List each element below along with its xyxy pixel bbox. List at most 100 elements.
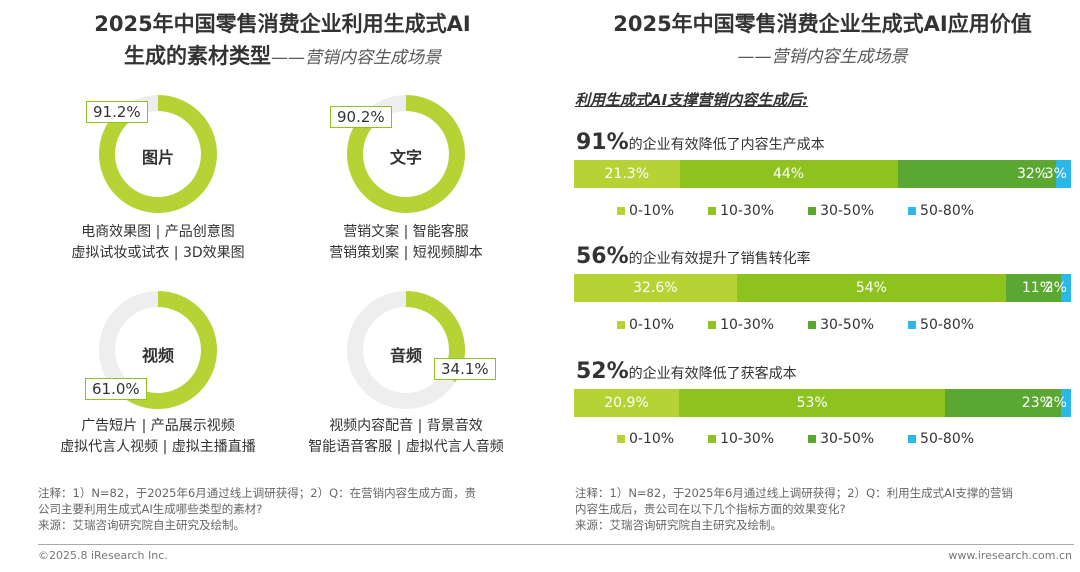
right-title: 2025年中国零售消费企业生成式AI应用价值: [613, 12, 1032, 36]
legend-label: 50-80%: [920, 431, 975, 447]
footer-url: www.iresearch.com.cn: [948, 549, 1072, 562]
legend-swatch: [617, 435, 625, 443]
section-label: 利用生成式AI支撑营销内容生成后:: [575, 91, 809, 109]
bar-label-2-1: 32.6%: [633, 280, 678, 296]
bar-label-1-1: 21.3%: [604, 166, 649, 182]
stacked-bar-2: 32.6% 54% 11% 2%: [574, 274, 1071, 302]
donut-desc-images-2: 虚拟试妆或试衣 | 3D效果图: [71, 245, 245, 261]
metric-head-3: 52%的企业有效降低了获客成本: [576, 359, 797, 384]
bar-label-3-2: 53%: [796, 395, 828, 411]
legend-label: 10-30%: [720, 203, 775, 219]
left-note-line1: 注释：1）N=82，于2025年6月通过线上调研获得；2）Q：在营销内容生成方面…: [38, 486, 477, 500]
legend-1: 0-10% 10-30% 30-50% 50-80%: [617, 203, 1008, 219]
legend-2: 0-10% 10-30% 30-50% 50-80%: [617, 317, 1008, 333]
donut-desc-images-1: 电商效果图 | 产品创意图: [81, 224, 235, 240]
bar-segment-2-2: 54%: [736, 274, 1007, 302]
donut-percent-video: 61.0%: [85, 378, 147, 400]
donut-label-audio: 音频: [389, 346, 422, 365]
legend-label: 0-10%: [629, 203, 675, 219]
legend-item-1-4: 50-80%: [908, 203, 974, 219]
donut-arc-audio: [347, 291, 465, 409]
donut-images: [99, 95, 217, 213]
bar-segment-2-4: 2%: [1045, 274, 1071, 302]
left-title-bold: 生成的素材类型: [124, 44, 271, 68]
legend-swatch: [908, 207, 917, 215]
left-title-italic: ——营销内容生成场景: [271, 48, 441, 68]
metric-headline-2: 56%: [576, 244, 629, 269]
bar-segment-2-1: 32.6%: [574, 274, 737, 302]
legend-swatch: [617, 207, 625, 215]
donut-label-text: 文字: [389, 148, 422, 167]
bar-segment-3-1: 20.9%: [574, 389, 680, 417]
metric-headline-3: 52%: [576, 359, 629, 384]
donut-percent-audio: 34.1%: [434, 358, 496, 380]
footer-rule: [38, 544, 1074, 545]
metric-text-3: 的企业有效降低了获客成本: [628, 366, 797, 382]
donut-percent-text: 90.2%: [330, 106, 392, 128]
legend-swatch: [617, 321, 625, 329]
donut-arc-video: [99, 291, 217, 409]
donut-desc-text-2: 营销策划案 | 短视频脚本: [329, 245, 483, 261]
legend-label: 10-30%: [720, 317, 775, 333]
legend-label: 0-10%: [629, 431, 675, 447]
metric-text-1: 的企业有效降低了内容生产成本: [628, 137, 825, 153]
legend-item-2-2: 10-30%: [708, 317, 774, 333]
bar-label-1-4: 3%: [1044, 166, 1067, 182]
bar-label-2-3: 11%: [1021, 280, 1053, 296]
metric-headline-1: 91%: [576, 130, 629, 155]
legend-item-2-3: 30-50%: [808, 317, 874, 333]
right-subtitle: ——营销内容生成场景: [737, 47, 908, 67]
donut-desc-audio: 视频内容配音 | 背景音效 智能语音客服 | 虚拟代言人音频: [286, 416, 526, 458]
legend-swatch: [708, 321, 717, 329]
donut-desc-images: 电商效果图 | 产品创意图 虚拟试妆或试衣 | 3D效果图: [38, 222, 278, 264]
legend-item-1-1: 0-10%: [617, 203, 674, 219]
donut-desc-video: 广告短片 | 产品展示视频 虚拟代言人视频 | 虚拟主播直播: [38, 416, 278, 458]
donut-desc-audio-1: 视频内容配音 | 背景音效: [329, 418, 483, 434]
legend-item-3-3: 30-50%: [808, 431, 874, 447]
legend-swatch: [908, 321, 917, 329]
stacked-bar-1: 21.3% 44% 32% 3%: [574, 160, 1071, 188]
bar-segment-1-2: 44%: [679, 160, 898, 188]
bar-segment-1-4: 3%: [1045, 160, 1071, 188]
bar-label-3-3: 23%: [1021, 395, 1053, 411]
right-note-line2: 内容生成后，贵公司在以下几个指标方面的效果变化?: [575, 502, 846, 516]
legend-item-3-1: 0-10%: [617, 431, 674, 447]
donut-label-video: 视频: [141, 346, 174, 365]
footer-copyright: ©2025.8 iResearch Inc.: [38, 549, 168, 562]
donut-desc-audio-2: 智能语音客服 | 虚拟代言人音频: [308, 439, 504, 455]
donut-desc-video-1: 广告短片 | 产品展示视频: [81, 418, 235, 434]
legend-swatch: [808, 207, 817, 215]
bar-label-2-4: 2%: [1044, 280, 1067, 296]
donut-charts: [99, 95, 465, 409]
donut-video: [99, 291, 217, 409]
donut-label-images: 图片: [141, 148, 174, 167]
bar-segment-1-1: 21.3%: [574, 160, 680, 188]
right-note-line3: 来源：艾瑞咨询研究院自主研究及绘制。: [575, 518, 782, 532]
legend-label: 30-50%: [820, 431, 875, 447]
bar-segment-1-3: 32%: [897, 160, 1057, 188]
left-note-line3: 来源：艾瑞咨询研究院自主研究及绘制。: [38, 518, 245, 532]
donut-desc-video-2: 虚拟代言人视频 | 虚拟主播直播: [60, 439, 256, 455]
bar-segment-3-2: 53%: [679, 389, 946, 417]
bar-label-1-2: 44%: [772, 166, 805, 182]
donut-text: [347, 95, 465, 213]
legend-swatch: [808, 435, 817, 443]
donut-desc-text-1: 营销文案 | 智能客服: [343, 224, 469, 240]
donut-arc-images: [99, 95, 217, 213]
legend-3: 0-10% 10-30% 30-50% 50-80%: [617, 431, 1008, 447]
donut-arc-text: [347, 95, 465, 213]
bar-label-2-2: 54%: [855, 280, 887, 296]
bar-label-3-4: 2%: [1044, 395, 1067, 411]
right-note-line1: 注释：1）N=82，于2025年6月通过线上调研获得；2）Q：利用生成式AI支撑…: [575, 486, 1013, 500]
metric-head-2: 56%的企业有效提升了销售转化率: [576, 244, 811, 269]
donut-audio: [347, 291, 465, 409]
legend-label: 0-10%: [629, 317, 675, 333]
legend-item-1-3: 30-50%: [808, 203, 874, 219]
legend-item-3-2: 10-30%: [708, 431, 774, 447]
bar-label-1-3: 32%: [1016, 166, 1049, 182]
metric-head-1: 91%的企业有效降低了内容生产成本: [576, 130, 825, 155]
bar-segment-3-4: 2%: [1045, 389, 1071, 417]
legend-item-1-2: 10-30%: [708, 203, 774, 219]
legend-label: 50-80%: [920, 317, 975, 333]
legend-swatch: [808, 321, 817, 329]
